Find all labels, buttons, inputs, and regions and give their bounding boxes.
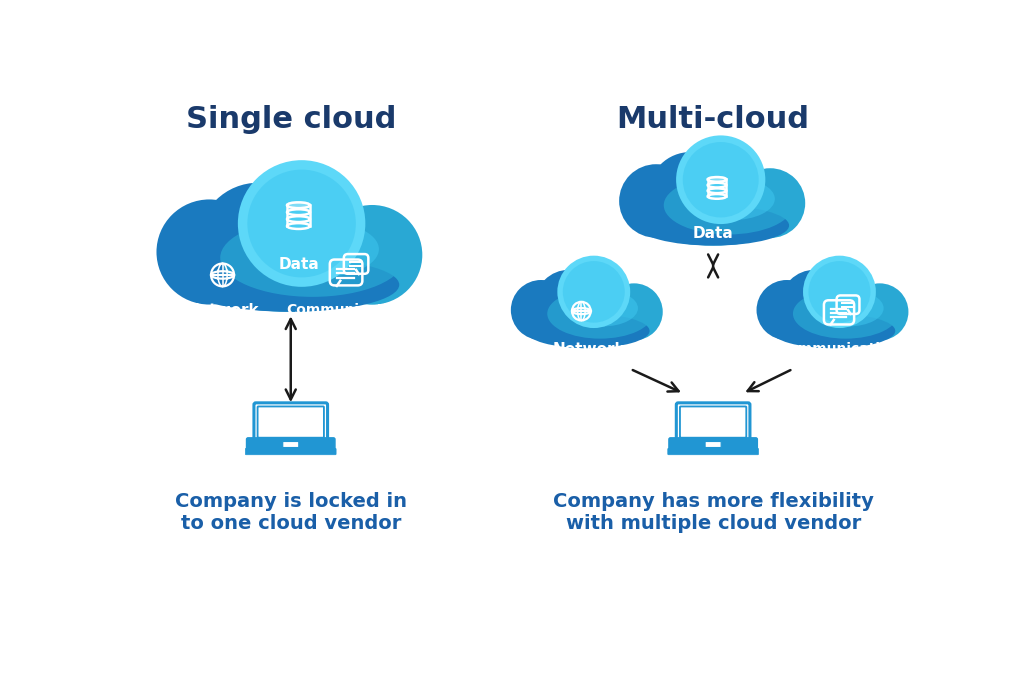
FancyBboxPatch shape xyxy=(266,438,315,441)
Circle shape xyxy=(605,283,663,340)
Ellipse shape xyxy=(182,258,399,312)
Text: Multi-cloud: Multi-cloud xyxy=(616,105,810,134)
FancyBboxPatch shape xyxy=(668,449,759,455)
Ellipse shape xyxy=(521,295,653,348)
Circle shape xyxy=(577,313,579,315)
Circle shape xyxy=(221,285,223,287)
Ellipse shape xyxy=(568,290,638,326)
Circle shape xyxy=(780,270,849,337)
Ellipse shape xyxy=(814,290,884,326)
Circle shape xyxy=(248,170,356,278)
Text: Communication: Communication xyxy=(778,342,900,356)
Circle shape xyxy=(217,269,219,271)
Circle shape xyxy=(581,311,583,312)
Circle shape xyxy=(809,261,870,323)
Circle shape xyxy=(581,319,583,322)
Circle shape xyxy=(217,278,219,280)
Text: Company has more flexibility
with multiple cloud vendor: Company has more flexibility with multip… xyxy=(553,492,873,533)
Circle shape xyxy=(210,274,212,276)
FancyBboxPatch shape xyxy=(283,442,299,447)
FancyBboxPatch shape xyxy=(688,438,738,441)
Circle shape xyxy=(581,301,583,303)
FancyBboxPatch shape xyxy=(246,449,336,455)
Ellipse shape xyxy=(257,221,379,278)
FancyBboxPatch shape xyxy=(247,438,335,451)
Text: Communication: Communication xyxy=(286,304,408,317)
Circle shape xyxy=(199,183,317,302)
FancyBboxPatch shape xyxy=(706,442,721,447)
Circle shape xyxy=(557,256,630,328)
Ellipse shape xyxy=(220,218,404,297)
Circle shape xyxy=(511,280,571,340)
Circle shape xyxy=(233,274,236,276)
Circle shape xyxy=(735,168,805,238)
Text: Network: Network xyxy=(186,304,259,319)
Circle shape xyxy=(577,306,579,308)
Text: Company is locked in
to one cloud vendor: Company is locked in to one cloud vendor xyxy=(175,492,407,533)
Circle shape xyxy=(676,135,765,224)
FancyBboxPatch shape xyxy=(258,407,324,438)
Circle shape xyxy=(683,142,759,218)
Ellipse shape xyxy=(771,314,895,348)
Circle shape xyxy=(322,205,422,305)
Text: Single cloud: Single cloud xyxy=(185,105,396,134)
Ellipse shape xyxy=(767,295,899,348)
Text: Data: Data xyxy=(693,227,733,241)
Circle shape xyxy=(238,160,366,287)
Ellipse shape xyxy=(525,314,649,348)
Ellipse shape xyxy=(664,176,793,234)
Ellipse shape xyxy=(708,177,726,182)
Circle shape xyxy=(226,269,228,271)
Circle shape xyxy=(590,311,592,312)
Ellipse shape xyxy=(175,229,407,312)
FancyBboxPatch shape xyxy=(680,407,746,438)
Circle shape xyxy=(221,274,223,276)
Circle shape xyxy=(585,313,586,315)
Circle shape xyxy=(157,199,262,304)
Circle shape xyxy=(803,256,876,328)
Circle shape xyxy=(563,261,625,323)
Circle shape xyxy=(648,152,732,235)
Circle shape xyxy=(535,270,603,337)
FancyBboxPatch shape xyxy=(669,438,758,451)
FancyBboxPatch shape xyxy=(676,403,750,441)
Ellipse shape xyxy=(633,184,794,246)
Circle shape xyxy=(226,278,228,280)
Text: Network: Network xyxy=(553,342,626,357)
Circle shape xyxy=(221,262,223,264)
Ellipse shape xyxy=(689,178,775,220)
Circle shape xyxy=(757,280,817,340)
Ellipse shape xyxy=(547,289,652,339)
FancyBboxPatch shape xyxy=(254,403,328,441)
Circle shape xyxy=(620,164,693,238)
Ellipse shape xyxy=(793,289,898,339)
Circle shape xyxy=(851,283,908,340)
Circle shape xyxy=(571,311,572,312)
Ellipse shape xyxy=(287,203,310,208)
Circle shape xyxy=(585,306,586,308)
Ellipse shape xyxy=(637,205,790,246)
Text: Data: Data xyxy=(279,257,318,272)
